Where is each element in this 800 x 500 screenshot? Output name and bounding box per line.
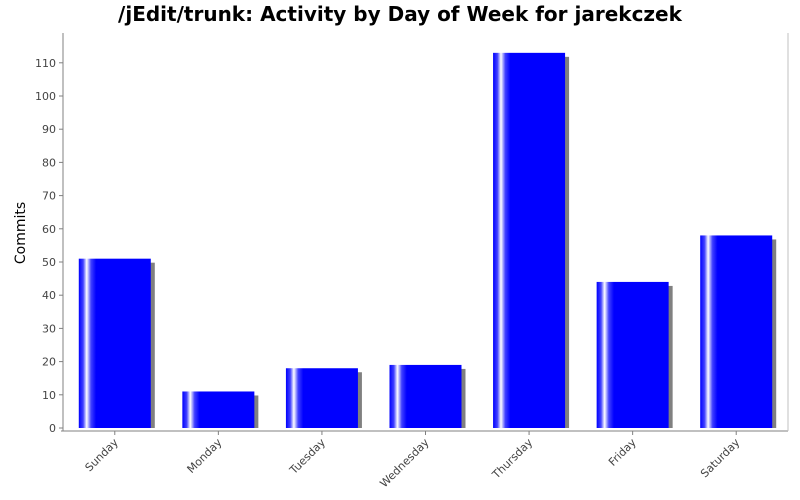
bar-monday	[182, 391, 255, 428]
bar-saturday	[700, 235, 773, 428]
y-tick-label: 100	[35, 90, 56, 103]
x-tick-label: Tuesday	[286, 436, 328, 478]
x-tick-label: Friday	[606, 436, 639, 469]
bar-tuesday	[285, 368, 358, 428]
y-tick-label: 60	[42, 223, 56, 236]
y-tick-label: 90	[42, 123, 56, 136]
y-tick-label: 0	[49, 422, 56, 435]
chart-title: /jEdit/trunk: Activity by Day of Week fo…	[118, 2, 682, 26]
y-axis-title: Commits	[13, 202, 29, 264]
y-tick-label: 30	[42, 322, 56, 335]
y-tick-label: 20	[42, 356, 56, 369]
y-tick-label: 70	[42, 190, 56, 203]
y-tick-label: 50	[42, 256, 56, 269]
y-axis: 0 10 20 30 40 50 60 70 80 90 100 110	[35, 57, 63, 435]
x-tick-label: Sunday	[83, 436, 122, 475]
x-tick-label: Thursday	[489, 436, 535, 482]
y-tick-label: 10	[42, 389, 56, 402]
bar-thursday	[493, 52, 566, 429]
x-tick-label: Wednesday	[377, 436, 432, 491]
bars	[78, 52, 777, 429]
bar-friday	[596, 281, 669, 428]
x-axis: Sunday Monday Tuesday Wednesday Thursday Frid…	[83, 431, 743, 490]
plot-frame	[61, 33, 789, 432]
bar-sunday	[78, 258, 151, 428]
y-tick-label: 110	[35, 57, 56, 70]
y-tick-label: 40	[42, 289, 56, 302]
y-tick-label: 80	[42, 156, 56, 169]
bar-wednesday	[389, 364, 462, 428]
x-tick-label: Saturday	[698, 436, 743, 481]
x-tick-label: Monday	[185, 436, 225, 476]
